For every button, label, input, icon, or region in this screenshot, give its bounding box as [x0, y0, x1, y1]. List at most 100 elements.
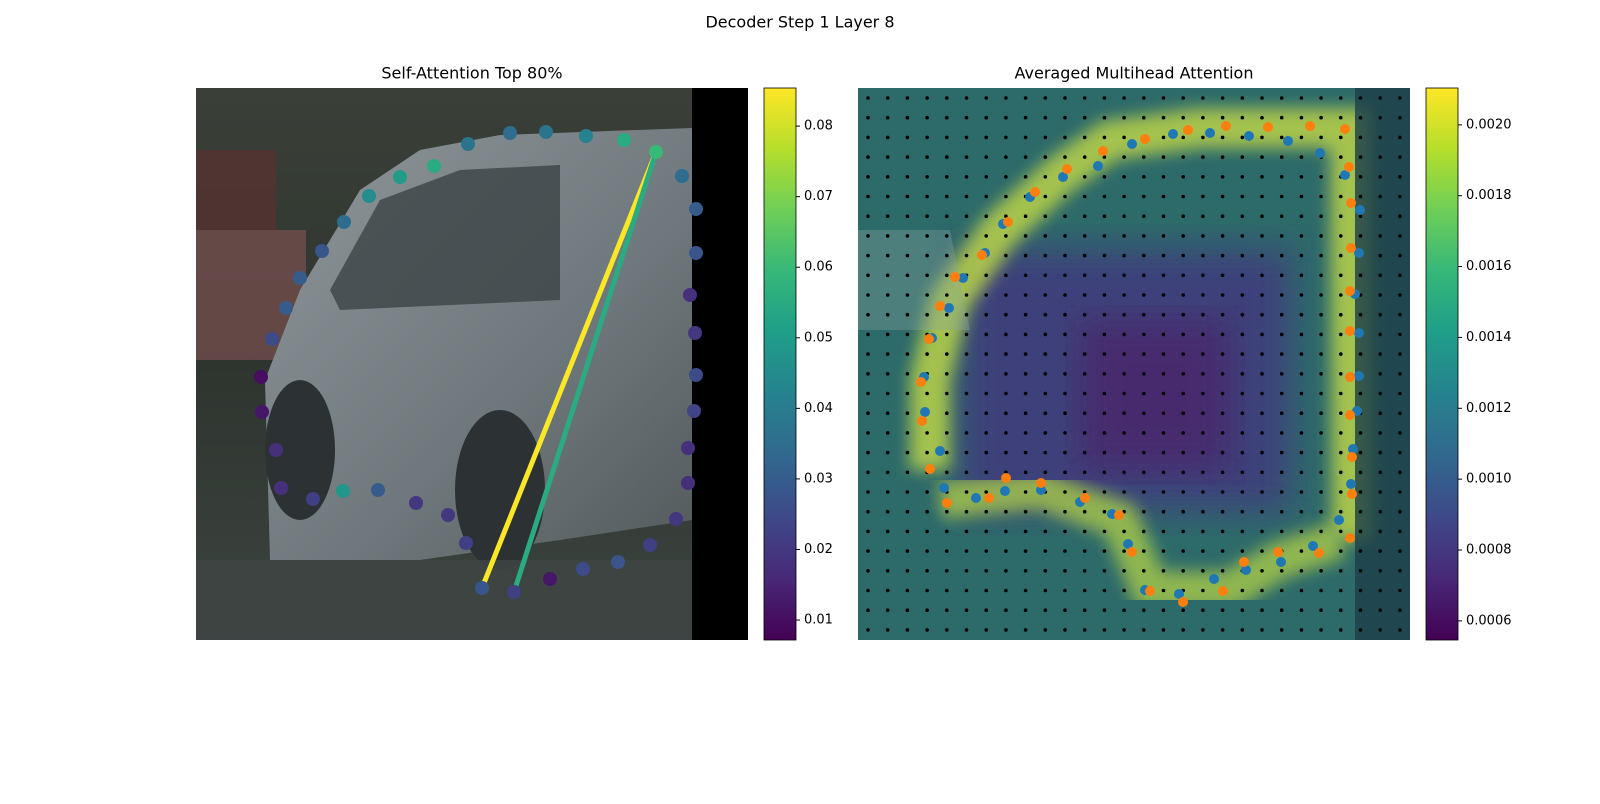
point [1276, 557, 1286, 567]
grid-dot [1260, 490, 1264, 494]
grid-dot [1063, 253, 1067, 258]
grid-dot [984, 352, 988, 356]
grid-dot [1142, 115, 1146, 120]
grid-dot [1102, 529, 1107, 534]
point [1000, 486, 1010, 496]
grid-dot [1299, 234, 1304, 238]
grid-dot [1220, 509, 1225, 514]
grid-dot [1260, 155, 1264, 159]
grid-dot [1260, 588, 1264, 593]
grid-dot [1220, 135, 1225, 140]
grid-dot [885, 588, 890, 593]
point [254, 370, 268, 384]
grid-dot [1043, 628, 1048, 632]
grid-dot [1161, 96, 1166, 100]
grid-dot [1378, 332, 1382, 337]
grid-dot [1063, 588, 1067, 593]
grid-dot [1043, 175, 1048, 179]
grid-dot [1398, 450, 1402, 455]
grid-dot [1023, 234, 1028, 238]
grid-dot [945, 628, 949, 632]
grid-dot [1378, 628, 1382, 632]
grid-dot [885, 352, 890, 356]
grid-dot [1023, 253, 1028, 258]
grid-dot [1378, 411, 1382, 416]
grid-dot [885, 293, 890, 297]
colorbar-tick-label: 0.04 [804, 401, 833, 416]
grid-dot [1260, 352, 1264, 356]
grid-dot [1339, 450, 1343, 455]
grid-dot [866, 214, 870, 218]
grid-dot [964, 214, 969, 218]
grid-dot [905, 411, 910, 416]
grid-dot [1299, 588, 1304, 593]
grid-dot [1299, 490, 1304, 494]
grid-dot [1240, 490, 1245, 494]
grid-dot [885, 175, 890, 179]
grid-dot [1122, 529, 1126, 534]
grid-dot [1260, 431, 1264, 435]
grid-dot [1063, 332, 1067, 337]
grid-dot [1240, 96, 1245, 100]
grid-dot [1102, 450, 1107, 455]
grid-dot [905, 312, 910, 317]
grid-dot [964, 588, 969, 593]
point [643, 538, 657, 552]
grid-dot [1299, 115, 1304, 120]
grid-dot [964, 490, 969, 494]
grid-dot [1358, 312, 1363, 317]
photo [196, 88, 748, 640]
grid-dot [866, 352, 870, 356]
grid-dot [1181, 155, 1185, 159]
grid-dot [1142, 431, 1146, 435]
grid-dot [1279, 411, 1284, 416]
point [1001, 473, 1011, 483]
grid-dot [1023, 490, 1028, 494]
grid-dot [1201, 431, 1205, 435]
grid-dot [1181, 569, 1185, 573]
grid-dot [1043, 352, 1048, 356]
point [579, 129, 593, 143]
grid-dot [925, 312, 929, 317]
grid-dot [1398, 431, 1402, 435]
grid-dot [945, 509, 949, 514]
grid-dot [1319, 352, 1323, 356]
grid-dot [1043, 234, 1048, 238]
grid-dot [1142, 234, 1146, 238]
colorbar-tick-label: 0.02 [804, 542, 833, 557]
grid-dot [1004, 569, 1008, 573]
point [1340, 124, 1350, 134]
grid-dot [1043, 155, 1048, 159]
grid-dot [925, 509, 929, 514]
grid-dot [1161, 312, 1166, 317]
grid-dot [984, 293, 988, 297]
grid-dot [1023, 411, 1028, 416]
grid-dot [1142, 194, 1146, 199]
grid-dot [1023, 391, 1028, 396]
grid-dot [945, 470, 949, 475]
grid-dot [964, 332, 969, 337]
grid-dot [1339, 96, 1343, 100]
grid-dot [945, 372, 949, 376]
grid-dot [964, 234, 969, 238]
grid-dot [1161, 608, 1166, 612]
grid-dot [984, 175, 988, 179]
grid-dot [964, 175, 969, 179]
grid-dot [1319, 490, 1323, 494]
grid-dot [1161, 253, 1166, 258]
grid-dot [1378, 115, 1382, 120]
grid-dot [1122, 569, 1126, 573]
grid-dot [1201, 352, 1205, 356]
grid-dot [1023, 273, 1028, 278]
point [1305, 121, 1315, 131]
grid-dot [984, 312, 988, 317]
grid-dot [1378, 569, 1382, 573]
grid-dot [1161, 273, 1166, 278]
point [689, 202, 703, 216]
grid-dot [1299, 175, 1304, 179]
grid-dot [1299, 135, 1304, 140]
grid-dot [1240, 450, 1245, 455]
grid-dot [1220, 569, 1225, 573]
grid-dot [1142, 608, 1146, 612]
point [1114, 510, 1124, 520]
